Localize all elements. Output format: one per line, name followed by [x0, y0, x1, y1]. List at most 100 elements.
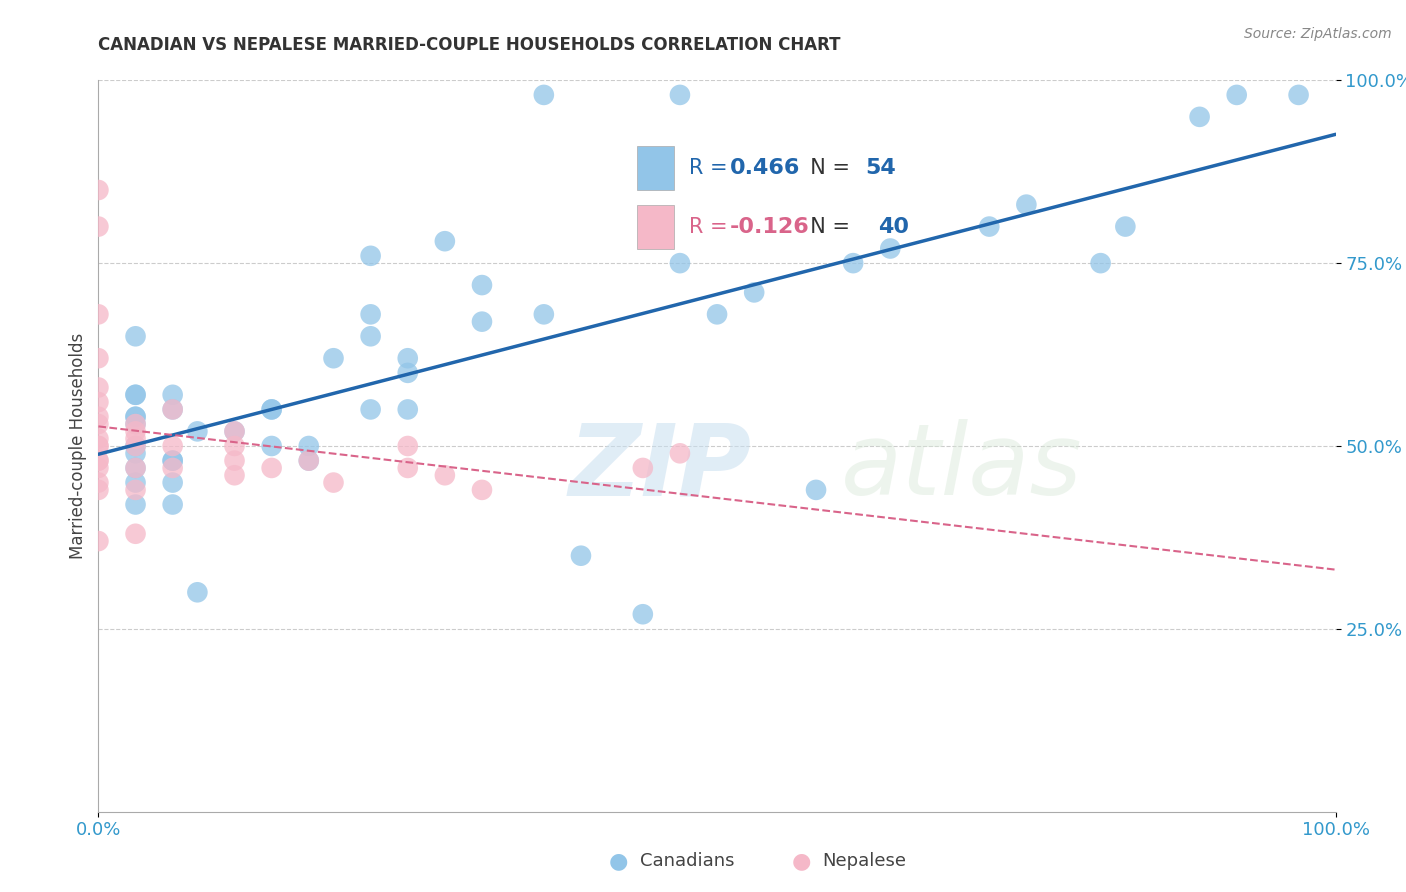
Point	[1288, 87, 1310, 102]
Point	[124, 409, 146, 424]
Bar	[637, 204, 673, 249]
Point	[87, 351, 110, 366]
Text: ●: ●	[609, 851, 628, 871]
Point	[162, 402, 184, 417]
Point	[669, 256, 692, 270]
Point	[87, 439, 110, 453]
Point	[298, 453, 321, 467]
Point	[87, 461, 110, 475]
Text: R =: R =	[689, 158, 734, 178]
Point	[87, 475, 110, 490]
Point	[360, 402, 382, 417]
Point	[124, 446, 146, 460]
Point	[533, 307, 555, 321]
Point	[396, 402, 419, 417]
Point	[124, 432, 146, 446]
Point	[87, 183, 110, 197]
Point	[87, 417, 110, 431]
Point	[87, 432, 110, 446]
Text: 40: 40	[877, 217, 908, 236]
Point	[471, 278, 494, 293]
Point	[360, 307, 382, 321]
Point	[87, 534, 110, 549]
Text: R =: R =	[689, 217, 734, 236]
Point	[124, 526, 146, 541]
Point	[322, 351, 344, 366]
Point	[433, 234, 456, 248]
Point	[396, 366, 419, 380]
Point	[360, 329, 382, 343]
Point	[87, 483, 110, 497]
Point	[124, 425, 146, 439]
Point	[433, 468, 456, 483]
Point	[742, 285, 765, 300]
Point	[124, 439, 146, 453]
Point	[162, 453, 184, 467]
Point	[396, 351, 419, 366]
Point	[87, 380, 110, 394]
Point	[879, 242, 901, 256]
Bar	[637, 146, 673, 190]
Point	[979, 219, 1001, 234]
Point	[360, 249, 382, 263]
Point	[669, 446, 692, 460]
Point	[260, 461, 283, 475]
Point	[124, 388, 146, 402]
Point	[87, 453, 110, 467]
Point	[124, 461, 146, 475]
Point	[1226, 87, 1249, 102]
Text: 54: 54	[866, 158, 896, 178]
Text: CANADIAN VS NEPALESE MARRIED-COUPLE HOUSEHOLDS CORRELATION CHART: CANADIAN VS NEPALESE MARRIED-COUPLE HOUS…	[98, 36, 841, 54]
Point	[1114, 219, 1136, 234]
Point	[124, 475, 146, 490]
Point	[124, 461, 146, 475]
Point	[124, 329, 146, 343]
Point	[631, 607, 654, 622]
Point	[124, 417, 146, 431]
Text: N =: N =	[797, 217, 858, 236]
Point	[260, 402, 283, 417]
Point	[631, 461, 654, 475]
Point	[162, 439, 184, 453]
Point	[186, 585, 208, 599]
Point	[1090, 256, 1112, 270]
Point	[162, 475, 184, 490]
Point	[162, 402, 184, 417]
Point	[124, 388, 146, 402]
Point	[842, 256, 865, 270]
Text: ZIP: ZIP	[568, 419, 752, 516]
Point	[298, 439, 321, 453]
Point	[124, 409, 146, 424]
Point	[533, 87, 555, 102]
Point	[124, 498, 146, 512]
Text: Source: ZipAtlas.com: Source: ZipAtlas.com	[1244, 27, 1392, 41]
Point	[224, 453, 246, 467]
Point	[260, 439, 283, 453]
Point	[87, 395, 110, 409]
Point	[87, 409, 110, 424]
Point	[298, 453, 321, 467]
Point	[224, 425, 246, 439]
Text: Canadians: Canadians	[640, 852, 734, 870]
Y-axis label: Married-couple Households: Married-couple Households	[69, 333, 87, 559]
Point	[224, 425, 246, 439]
Text: atlas: atlas	[841, 419, 1083, 516]
Text: -0.126: -0.126	[730, 217, 810, 236]
Point	[396, 461, 419, 475]
Point	[471, 483, 494, 497]
Point	[706, 307, 728, 321]
Point	[1188, 110, 1211, 124]
Point	[87, 219, 110, 234]
Text: ●: ●	[792, 851, 811, 871]
Point	[162, 453, 184, 467]
Point	[224, 468, 246, 483]
Point	[260, 402, 283, 417]
Point	[124, 417, 146, 431]
Point	[162, 498, 184, 512]
Point	[162, 461, 184, 475]
Point	[669, 87, 692, 102]
Point	[396, 439, 419, 453]
Text: Nepalese: Nepalese	[823, 852, 907, 870]
Point	[186, 425, 208, 439]
Point	[87, 439, 110, 453]
